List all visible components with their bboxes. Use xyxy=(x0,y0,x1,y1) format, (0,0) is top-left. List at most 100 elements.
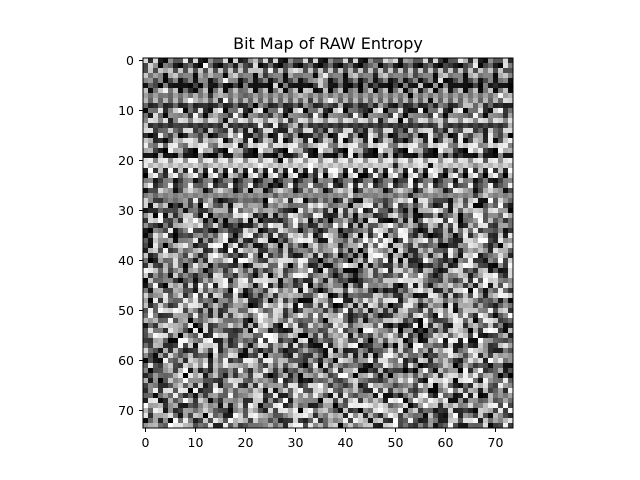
heatmap-cell xyxy=(338,133,344,139)
heatmap-cell xyxy=(398,328,404,334)
heatmap-cell xyxy=(328,98,334,104)
heatmap-cell xyxy=(458,153,464,159)
heatmap-cell xyxy=(288,233,294,239)
heatmap-cell xyxy=(383,98,389,104)
heatmap-cell xyxy=(438,293,444,299)
heatmap-cell xyxy=(283,253,289,259)
heatmap-cell xyxy=(398,283,404,289)
heatmap-cell xyxy=(243,143,249,149)
heatmap-cell xyxy=(443,68,449,74)
heatmap-cell xyxy=(358,178,364,184)
heatmap-cell xyxy=(303,153,309,159)
heatmap-cell xyxy=(483,323,489,329)
heatmap-cell xyxy=(458,148,464,154)
heatmap-cell xyxy=(278,243,284,249)
heatmap-cell xyxy=(293,363,299,369)
heatmap-cell xyxy=(288,183,294,189)
heatmap-cell xyxy=(238,138,244,144)
heatmap-cell xyxy=(348,78,354,84)
heatmap-cell xyxy=(283,378,289,384)
heatmap-cell xyxy=(318,143,324,149)
heatmap-cell xyxy=(248,248,254,254)
heatmap-cell xyxy=(383,348,389,354)
heatmap-cell xyxy=(193,88,199,94)
heatmap-cell xyxy=(308,88,314,94)
heatmap-cell xyxy=(493,168,499,174)
heatmap-cell xyxy=(183,223,189,229)
heatmap-cell xyxy=(263,113,269,119)
heatmap-cell xyxy=(338,173,344,179)
heatmap-cell xyxy=(283,113,289,119)
heatmap-cell xyxy=(318,148,324,154)
heatmap-cell xyxy=(458,58,464,64)
heatmap-cell xyxy=(463,263,469,269)
heatmap-cell xyxy=(273,203,279,209)
heatmap-cell xyxy=(243,83,249,89)
heatmap-cell xyxy=(393,258,399,264)
heatmap-cell xyxy=(143,118,149,124)
heatmap-cell xyxy=(168,353,174,359)
heatmap-cell xyxy=(418,273,424,279)
heatmap-cell xyxy=(498,333,504,339)
heatmap-cell xyxy=(338,68,344,74)
heatmap-cell xyxy=(253,263,259,269)
heatmap-cell xyxy=(493,158,499,164)
heatmap-cell xyxy=(193,233,199,239)
heatmap-cell xyxy=(458,228,464,234)
heatmap-cell xyxy=(428,228,434,234)
heatmap-cell xyxy=(488,238,494,244)
heatmap-cell xyxy=(193,318,199,324)
heatmap-cell xyxy=(448,318,454,324)
heatmap-cell xyxy=(173,323,179,329)
heatmap-cell xyxy=(213,388,219,394)
heatmap-cell xyxy=(478,258,484,264)
heatmap-cell xyxy=(368,83,374,89)
heatmap-cell xyxy=(453,258,459,264)
heatmap-cell xyxy=(493,63,499,69)
heatmap-cell xyxy=(328,228,334,234)
heatmap-cell xyxy=(488,98,494,104)
heatmap-cell xyxy=(208,308,214,314)
heatmap-cell xyxy=(143,133,149,139)
heatmap-cell xyxy=(213,213,219,219)
heatmap-cell xyxy=(488,188,494,194)
heatmap-cell xyxy=(328,283,334,289)
heatmap-cell xyxy=(203,63,209,69)
heatmap-cell xyxy=(443,338,449,344)
heatmap-cell xyxy=(178,198,184,204)
heatmap-cell xyxy=(373,193,379,199)
heatmap-cell xyxy=(158,193,164,199)
heatmap-cell xyxy=(318,63,324,69)
heatmap-cell xyxy=(268,308,274,314)
heatmap-cell xyxy=(173,113,179,119)
heatmap-cell xyxy=(478,128,484,134)
heatmap-cell xyxy=(478,328,484,334)
heatmap-cell xyxy=(223,273,229,279)
heatmap-cell xyxy=(428,158,434,164)
heatmap-cell xyxy=(503,268,509,274)
heatmap-cell xyxy=(298,213,304,219)
heatmap-cell xyxy=(143,73,149,79)
heatmap-cell xyxy=(383,333,389,339)
heatmap-cell xyxy=(188,333,194,339)
heatmap-cell xyxy=(458,193,464,199)
heatmap-cell xyxy=(328,378,334,384)
heatmap-cell xyxy=(208,373,214,379)
heatmap-cell xyxy=(433,138,439,144)
heatmap-cell xyxy=(148,78,154,84)
heatmap-cell xyxy=(498,288,504,294)
heatmap-cell xyxy=(148,273,154,279)
heatmap-cell xyxy=(213,318,219,324)
heatmap-cell xyxy=(468,123,474,129)
heatmap-cell xyxy=(158,223,164,229)
heatmap-cell xyxy=(443,218,449,224)
heatmap-cell xyxy=(238,143,244,149)
heatmap-cell xyxy=(488,133,494,139)
heatmap-cell xyxy=(498,68,504,74)
heatmap-cell xyxy=(368,313,374,319)
heatmap-cell xyxy=(503,63,509,69)
heatmap-cell xyxy=(478,368,484,374)
heatmap-cell xyxy=(393,373,399,379)
heatmap-cell xyxy=(463,133,469,139)
heatmap-cell xyxy=(243,353,249,359)
